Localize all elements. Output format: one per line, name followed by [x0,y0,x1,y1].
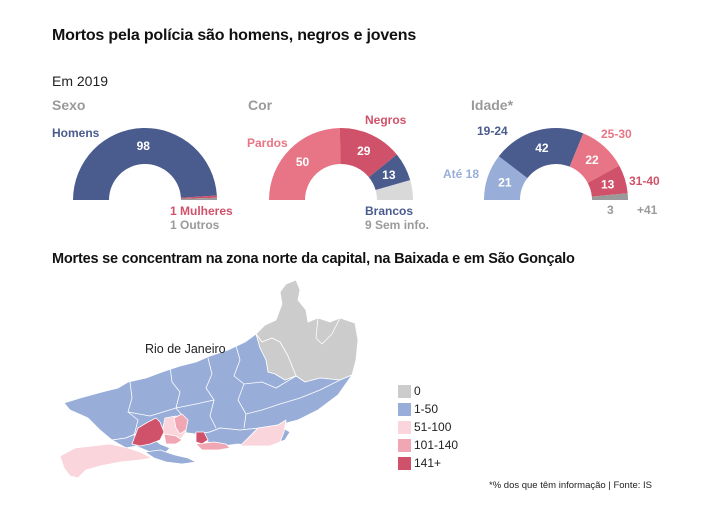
legend-label: 1-50 [414,402,439,416]
legend-swatch [398,402,411,416]
legend-swatch [398,438,411,452]
donut-slice-at-18 [484,156,528,200]
map-region-gray-3 [315,317,341,345]
legend-label: 141+ [414,456,442,470]
map-label-rio-de-janeiro: Rio de Janeiro [145,342,226,356]
source-note: *% dos que têm informação | Fonte: IS [489,480,652,491]
legend-swatch [398,420,411,434]
map-legend: 0 1-50 51-100 101-140 141+ [398,382,458,472]
legend-item: 0 [398,382,458,400]
donut-slice-25-30 [569,133,620,183]
legend-label: 51-100 [414,420,452,434]
map-region-red-sao-goncalo [195,431,209,445]
donut-slice-homens [73,128,217,200]
legend-label: 0 [414,384,421,398]
donut-slice--41 [591,193,628,200]
legend-item: 141+ [398,454,458,472]
donut-value-label: 50 [296,155,310,169]
label-25-30: 25-30 [601,127,632,141]
label-31-40: 31-40 [629,174,660,188]
donut-slice-pardos [269,128,341,200]
label-outros: 1 Outros [170,218,220,232]
donut-value-label: 21 [498,176,512,190]
donut-value-label: 13 [382,168,396,182]
donut-slice-negros [339,128,397,178]
label-19-24: 19-24 [477,124,508,138]
donut-slice-sem-info- [375,180,413,200]
section-sexo-title: Sexo [52,97,86,113]
donut-value-label: 13 [601,177,615,191]
map-region-red-rio-north [131,417,165,447]
donut-slice-brancos [368,154,411,191]
section-idade-title: Idade* [471,97,514,113]
donut-value-label: 29 [357,144,371,158]
label-mulheres: 1 Mulheres [170,204,233,218]
legend-swatch [398,456,411,470]
label-homens: Homens [52,126,100,140]
donut-value-label: 98 [137,139,151,153]
donut-slice-mulheres [180,195,217,199]
map-title: Mortes se concentram na zona norte da ca… [52,251,575,267]
label-ate-18: Até 18 [443,167,480,181]
legend-item: 1-50 [398,400,458,418]
donut-value-label: 22 [585,153,599,167]
legend-item: 51-100 [398,418,458,436]
donut-slice-outros [180,197,217,200]
chart-title: Mortos pela polícia são homens, negros e… [52,27,417,44]
legend-swatch [398,384,411,398]
chart-subtitle: Em 2019 [52,73,109,89]
map-region-pink-metro [173,413,189,435]
donut-slice-19-24 [498,128,584,179]
label-41-plus: +41 [637,203,658,217]
map-region-pink-niteroi-area [163,433,183,445]
label-3: 3 [607,203,614,217]
legend-label: 101-140 [414,438,459,452]
label-sem-info: 9 Sem info. [365,218,430,232]
donut-value-label: 42 [535,141,549,155]
legend-item: 101-140 [398,436,458,454]
donut-cor: 50 29 13 [269,128,413,200]
map-region-pink-sao-goncalo-coast [195,441,231,451]
label-negros: Negros [365,113,407,127]
map-region-lightpink-coast [59,443,153,479]
map-region-lightpink-east [239,419,287,447]
donut-sexo: 98 [73,128,217,200]
label-brancos: Brancos [365,204,414,218]
section-cor-title: Cor [248,97,273,113]
donut-slice-31-40 [587,165,628,197]
label-pardos: Pardos [247,136,288,150]
map-region-blue-4 [144,449,197,465]
